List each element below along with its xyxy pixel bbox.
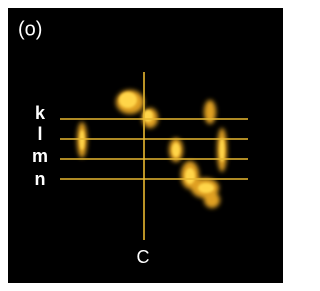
line-label: l (37, 124, 42, 144)
micrograph: (o) k l m n C (0, 0, 291, 291)
line-label: m (32, 146, 48, 166)
panel-label: (o) (18, 18, 42, 40)
line-label: k (35, 103, 46, 123)
page: (o) k l m n C (() => { const data = JSON… (0, 0, 320, 291)
line-label: n (35, 169, 46, 189)
axis-label: C (137, 247, 150, 267)
image-background (8, 8, 283, 283)
